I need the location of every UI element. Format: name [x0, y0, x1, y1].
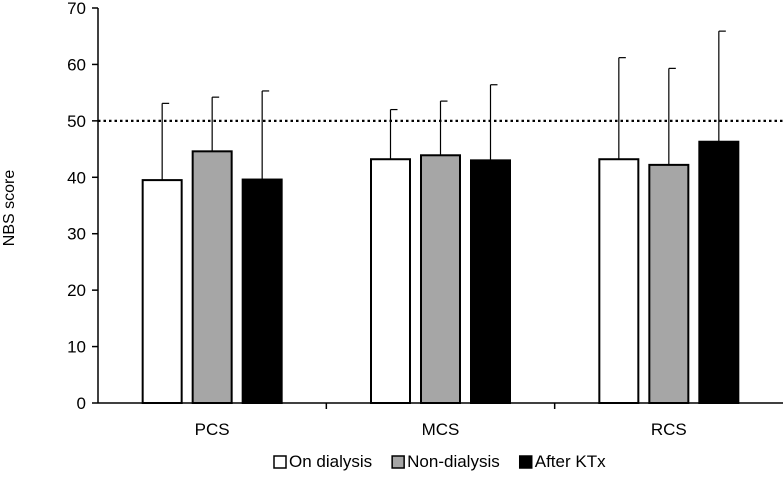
y-tick-label: 40 — [67, 168, 86, 187]
legend-swatch — [518, 455, 533, 469]
bar — [241, 178, 283, 404]
legend-label: Non-dialysis — [407, 452, 500, 471]
bar — [648, 163, 690, 404]
y-tick-label: 50 — [67, 112, 86, 131]
legend-swatch — [391, 455, 405, 469]
y-tick-label: 0 — [77, 394, 86, 413]
x-tick-label: PCS — [195, 420, 230, 439]
bar — [141, 179, 183, 404]
y-tick-label: 70 — [67, 0, 86, 18]
y-tick-label: 30 — [67, 225, 86, 244]
y-axis: 0 10 20 30 40 50 60 70 — [67, 0, 99, 413]
y-tick-label: 10 — [67, 338, 86, 357]
legend-label: On dialysis — [289, 452, 372, 471]
bars — [141, 30, 740, 404]
x-tick-label: MCS — [422, 420, 460, 439]
y-tick-label: 60 — [67, 55, 86, 74]
bar — [698, 140, 740, 404]
legend-label: After KTx — [535, 452, 606, 471]
legend-swatch — [273, 455, 287, 469]
bar — [470, 159, 511, 404]
x-tick-label: RCS — [651, 420, 687, 439]
legend: On dialysis Non-dialysis After KTx — [273, 452, 606, 471]
y-axis-title: NBS score — [1, 170, 18, 247]
bar — [191, 150, 233, 404]
y-tick-label: 20 — [67, 281, 86, 300]
bar — [420, 154, 461, 404]
bar — [598, 158, 640, 404]
x-axis: PCS MCS RCS — [98, 402, 783, 439]
bar — [370, 158, 411, 404]
